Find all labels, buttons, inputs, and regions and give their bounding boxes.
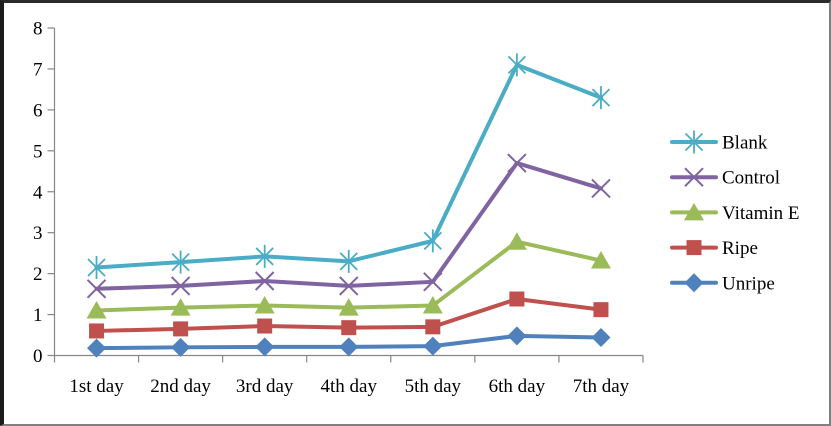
legend-x-icon — [684, 167, 704, 187]
axes — [47, 27, 644, 363]
x-category-label: 3rd day — [236, 376, 294, 397]
legend-item-unripe: Unripe — [670, 273, 775, 294]
data-point-marker-vitamin-e — [170, 298, 191, 316]
series-ripe — [89, 291, 609, 339]
data-point-marker-control — [254, 271, 275, 291]
data-point-marker-vitamin-e — [338, 298, 359, 316]
x-category-label: 7th day — [573, 376, 630, 397]
data-point-marker-control — [423, 272, 443, 292]
legend-item-ripe: Ripe — [670, 238, 758, 259]
x-category-label: 5th day — [405, 376, 462, 397]
data-point-marker-control — [591, 178, 611, 199]
legend-triangle-icon — [684, 202, 704, 221]
series-vitamin-e — [86, 232, 611, 319]
legend-label-unripe: Unripe — [722, 273, 775, 294]
series-control — [86, 153, 611, 299]
data-point-marker-unripe — [507, 326, 527, 346]
legend: Blank Control Vitamin E Ripe Unripe — [670, 130, 799, 294]
series-blank — [87, 53, 611, 279]
data-point-marker-unripe — [87, 338, 107, 358]
data-point-marker-vitamin-e — [86, 300, 107, 319]
data-point-marker-blank — [591, 86, 611, 110]
legend-label-control: Control — [722, 168, 780, 189]
y-tick-label: 6 — [33, 100, 43, 121]
y-tick-label: 8 — [33, 19, 43, 40]
legend-item-blank: Blank — [670, 130, 768, 154]
y-tick-label: 0 — [33, 346, 43, 367]
data-point-marker-ripe — [593, 302, 609, 318]
legend-label-blank: Blank — [722, 133, 768, 154]
data-point-marker-unripe — [255, 337, 275, 357]
data-point-marker-control — [339, 276, 359, 296]
legend-diamond-icon — [684, 273, 704, 293]
y-tick-label: 4 — [33, 182, 43, 203]
data-point-marker-control — [507, 153, 527, 173]
data-point-marker-ripe — [173, 321, 189, 337]
legend-label-vitamin-e: Vitamin E — [722, 203, 799, 224]
data-point-marker-control — [86, 279, 107, 299]
data-point-marker-vitamin-e — [590, 251, 611, 269]
series-unripe — [87, 326, 611, 358]
data-point-marker-unripe — [591, 327, 611, 347]
data-point-marker-ripe — [341, 320, 357, 336]
legend-label-ripe: Ripe — [722, 238, 758, 259]
data-point-marker-blank — [423, 229, 442, 253]
y-tick-label: 2 — [33, 264, 43, 285]
x-category-label: 6th day — [489, 376, 546, 397]
data-point-marker-control — [170, 276, 191, 296]
data-point-marker-blank — [255, 244, 274, 268]
y-tick-label: 5 — [33, 141, 43, 162]
y-tick-label: 7 — [33, 59, 43, 80]
data-point-marker-blank — [339, 249, 358, 273]
legend-item-control: Control — [670, 167, 780, 189]
x-category-label: 1st day — [69, 376, 124, 397]
data-point-marker-unripe — [423, 336, 443, 356]
data-point-marker-vitamin-e — [506, 232, 527, 250]
data-point-marker-unripe — [339, 337, 359, 357]
data-point-marker-unripe — [171, 337, 191, 357]
x-category-label: 2nd day — [150, 376, 211, 397]
data-point-marker-vitamin-e — [422, 296, 443, 314]
y-tick-label: 3 — [33, 223, 43, 244]
x-category-label: 4th day — [321, 376, 378, 397]
data-point-marker-ripe — [425, 319, 441, 335]
data-point-marker-blank — [171, 250, 190, 274]
legend-item-vitamin-e: Vitamin E — [670, 202, 799, 224]
data-point-marker-ripe — [257, 318, 273, 334]
legend-square-icon — [686, 240, 702, 256]
data-point-marker-ripe — [509, 291, 525, 307]
data-point-marker-ripe — [89, 323, 105, 339]
legend-asterisk-icon — [684, 130, 704, 154]
data-point-marker-blank — [87, 255, 106, 279]
data-point-marker-blank — [507, 53, 527, 77]
data-point-marker-vitamin-e — [254, 296, 275, 314]
y-tick-label: 1 — [33, 305, 43, 326]
